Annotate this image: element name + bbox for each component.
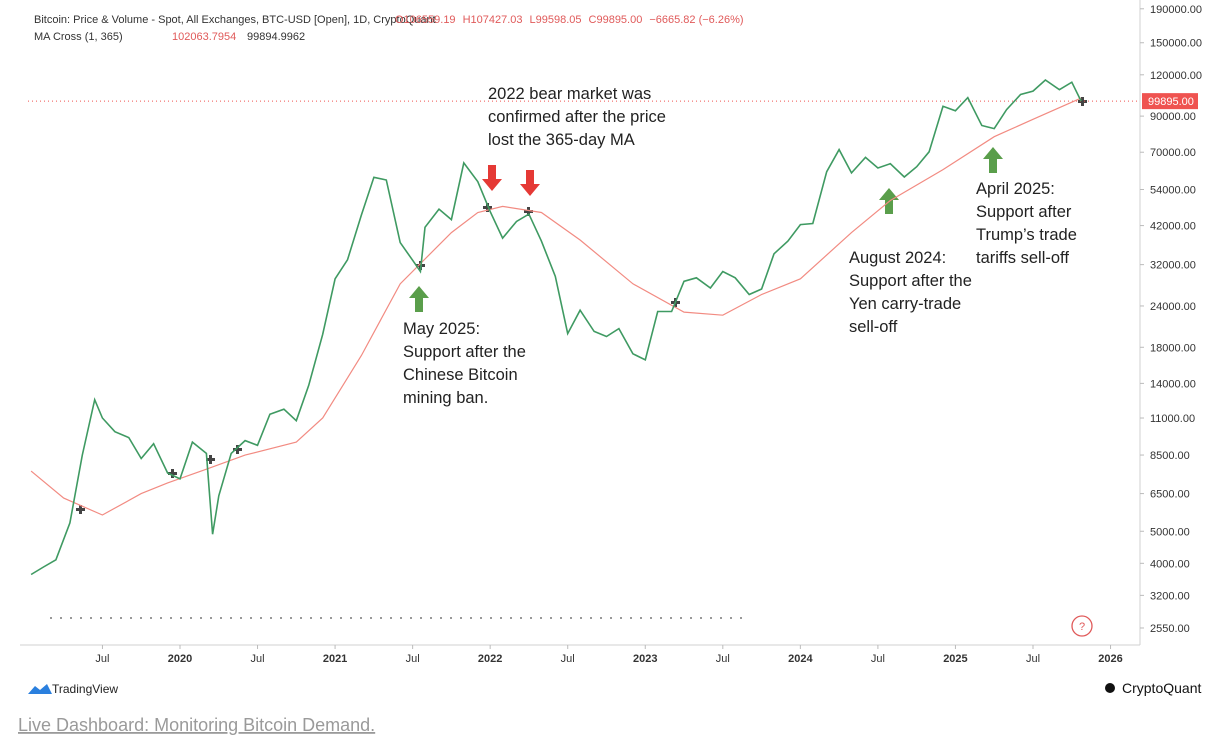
x-tick-label: Jul xyxy=(251,653,265,665)
x-tick-label: Jul xyxy=(95,653,109,665)
cryptoquant-logo: CryptoQuant xyxy=(1105,680,1201,696)
y-tick-label: 2550.00 xyxy=(1150,623,1190,635)
ohlc-value: L99598.05 xyxy=(530,14,582,26)
annotation-line: Support after the xyxy=(403,343,526,361)
y-tick-label: 6500.00 xyxy=(1150,489,1190,501)
y-tick-label: 5000.00 xyxy=(1150,526,1190,538)
last-price-label: 99895.00 xyxy=(1148,96,1194,108)
ohlc-value: H107427.03 xyxy=(463,14,523,26)
brand: CryptoQuant xyxy=(1122,680,1201,696)
cross-marker xyxy=(233,445,242,454)
dashboard-link[interactable]: Live Dashboard: Monitoring Bitcoin Deman… xyxy=(18,715,375,735)
ohlc-value: C99895.00 xyxy=(589,14,643,26)
annotation-line: 2022 bear market was xyxy=(488,85,651,103)
arrow-down xyxy=(520,170,540,196)
arrow-down xyxy=(482,165,502,191)
annotation-line: Support after the xyxy=(849,272,972,290)
y-tick-label: 90000.00 xyxy=(1150,111,1196,123)
y-tick-label: 70000.00 xyxy=(1150,147,1196,159)
annotation-line: confirmed after the price xyxy=(488,108,666,126)
y-tick-label: 150000.00 xyxy=(1150,38,1202,50)
y-tick-label: 54000.00 xyxy=(1150,184,1196,196)
y-tick-label: 14000.00 xyxy=(1150,378,1196,390)
annotation-line: lost the 365-day MA xyxy=(488,131,635,149)
x-tick-label: Jul xyxy=(561,653,575,665)
brand: TradingView xyxy=(52,682,118,696)
arrow-up xyxy=(409,286,429,312)
y-tick-label: 4000.00 xyxy=(1150,558,1190,570)
cross-marker xyxy=(524,207,533,216)
header-title: Bitcoin: Price & Volume - Spot, All Exch… xyxy=(34,14,436,26)
y-tick-label: 8500.00 xyxy=(1150,450,1190,462)
cross-marker xyxy=(76,505,85,514)
annotation-line: Trump’s trade xyxy=(976,226,1077,244)
y-tick-label: 24000.00 xyxy=(1150,301,1196,313)
annotation-line: tariffs sell-off xyxy=(976,249,1069,267)
y-tick-label: 120000.00 xyxy=(1150,70,1202,82)
arrow-up xyxy=(983,147,1003,173)
annotation-line: sell-off xyxy=(849,318,898,336)
x-tick-label: Jul xyxy=(716,653,730,665)
cross-marker xyxy=(483,203,492,212)
series-line xyxy=(30,78,1082,576)
annotation-line: mining ban. xyxy=(403,389,488,407)
x-tick-label: 2024 xyxy=(788,653,813,665)
annotation-line: May 2025: xyxy=(403,320,480,338)
cross-marker xyxy=(206,455,215,464)
help-icon-text: ? xyxy=(1079,621,1085,633)
arrows xyxy=(409,147,1003,312)
y-tick-label: 42000.00 xyxy=(1150,221,1196,233)
y-tick-label: 11000.00 xyxy=(1150,413,1195,425)
x-tick-label: Jul xyxy=(406,653,420,665)
indicator-value: 99894.9962 xyxy=(247,31,305,43)
last-price-badge xyxy=(1142,93,1198,110)
x-tick-label: Jul xyxy=(871,653,885,665)
logo-icon xyxy=(28,684,52,694)
annotation-line: Yen carry-trade xyxy=(849,295,961,313)
ohlc-value: −6665.82 (−6.26%) xyxy=(649,14,743,26)
ohlc-value: O106559.19 xyxy=(395,14,456,26)
cross-marker xyxy=(1078,97,1087,106)
y-tick-label: 3200.00 xyxy=(1150,590,1190,602)
x-tick-label: 2020 xyxy=(168,653,192,665)
cross-marker xyxy=(168,469,177,478)
tradingview-logo: TradingView xyxy=(28,682,118,696)
annotation-line: Support after xyxy=(976,203,1072,221)
y-tick-label: 18000.00 xyxy=(1150,342,1196,354)
indicator-name: MA Cross (1, 365) xyxy=(34,31,123,43)
help-icon[interactable] xyxy=(1071,615,1093,637)
x-tick-label: 2025 xyxy=(943,653,967,665)
y-tick-label: 32000.00 xyxy=(1150,260,1196,272)
x-tick-label: 2026 xyxy=(1098,653,1122,665)
x-tick-label: 2022 xyxy=(478,653,502,665)
y-tick-label: 190000.00 xyxy=(1150,4,1202,16)
x-tick-label: 2023 xyxy=(633,653,657,665)
x-tick-label: 2021 xyxy=(323,653,347,665)
annotation-line: Chinese Bitcoin xyxy=(403,366,518,384)
annotation-line: August 2024: xyxy=(849,249,946,267)
logo-icon xyxy=(1105,683,1115,693)
indicator-value: 102063.7954 xyxy=(172,31,236,43)
x-tick-label: Jul xyxy=(1026,653,1040,665)
annotation-line: April 2025: xyxy=(976,180,1055,198)
